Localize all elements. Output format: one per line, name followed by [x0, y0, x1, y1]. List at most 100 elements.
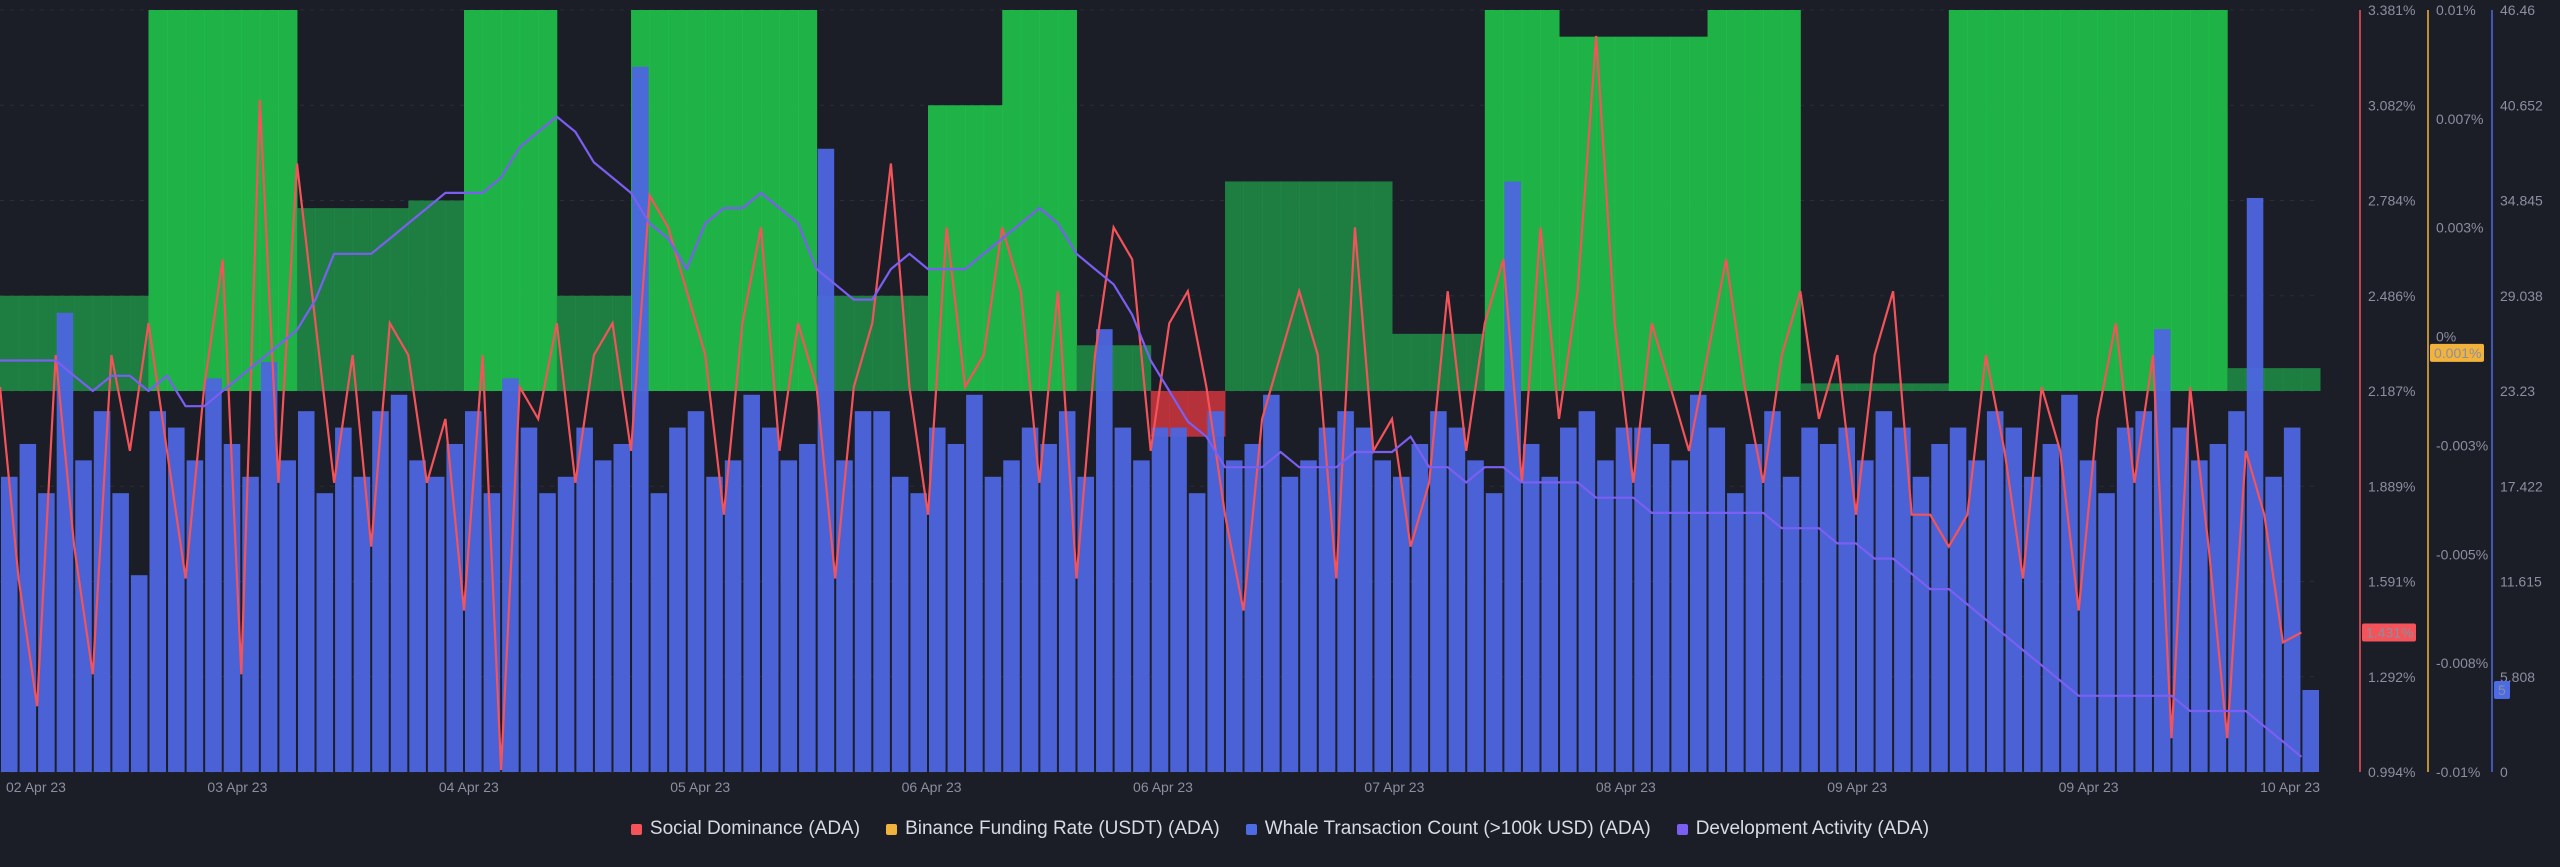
whale-count-bar [279, 460, 296, 772]
whale-count-bar [873, 411, 890, 772]
x-tick-label: 09 Apr 23 [2059, 779, 2119, 795]
funding-rate-bar [2227, 368, 2247, 391]
funding-rate-bar [1688, 36, 1709, 392]
tick-label-social-dominance: 2.784% [2368, 193, 2415, 209]
whale-count-bar [1875, 411, 1893, 772]
legend-swatch [886, 823, 898, 835]
legend-item[interactable]: Whale Transaction Count (>100k USD) (ADA… [1245, 818, 1651, 840]
funding-rate-bar [575, 295, 595, 391]
funding-rate-bar [1893, 383, 1913, 391]
tick-label-whale-count: 5.808 [2500, 669, 2535, 685]
whale-count-bar [372, 411, 389, 772]
whale-count-bar [186, 460, 204, 772]
whale-count-bar [1170, 427, 1187, 772]
funding-rate-bar [371, 208, 391, 391]
whale-count-bar [984, 476, 1002, 772]
development-activity-line [0, 115, 2303, 758]
whale-count-bar [1801, 427, 1818, 772]
legend-item[interactable]: Development Activity (ADA) [1676, 818, 1929, 840]
whale-count-bar [799, 443, 816, 772]
funding-rate-bar [2023, 10, 2043, 391]
whale-count-bar [1838, 427, 1855, 772]
whale-count-bar [1058, 411, 1076, 772]
funding-rate-bar [1392, 333, 1412, 391]
funding-rate-bar [1317, 181, 1337, 391]
funding-rate-bar [1336, 181, 1356, 391]
current-value-badge-sd [2362, 623, 2416, 642]
funding-rate-bar [2060, 10, 2080, 391]
funding-rate-bar [909, 295, 929, 391]
funding-rate-bar [668, 10, 688, 391]
funding-rate-bar [204, 10, 224, 391]
whale-count-bar [93, 411, 111, 772]
whale-count-bar [1003, 460, 1020, 772]
whale-count-bar [335, 427, 352, 772]
whale-count-bar [1263, 394, 1280, 772]
funding-rate-bar [1020, 10, 1040, 391]
x-tick-label: 09 Apr 23 [1827, 779, 1887, 795]
whale-count-bar [2005, 427, 2023, 772]
whale-count-bar [1207, 411, 1224, 772]
whale-count-bar [1912, 476, 1930, 772]
funding-rate-bar [315, 208, 335, 391]
funding-rate-bar [1670, 36, 1690, 392]
whale-count-bar [1782, 476, 1800, 772]
funding-rate-bar [167, 10, 187, 391]
x-tick-label: 02 Apr 23 [6, 779, 66, 795]
whale-count-bar [966, 394, 983, 772]
x-tick-label: 10 Apr 23 [2260, 779, 2320, 795]
whale-count-bar [149, 411, 167, 772]
whale-count-bar [1, 476, 18, 772]
whale-count-bar [1578, 411, 1596, 772]
whale-count-bar [112, 493, 129, 772]
whale-count-bar [1727, 493, 1744, 772]
funding-rate-bar [426, 200, 446, 391]
funding-rate-bar [92, 295, 112, 391]
whale-count-bar [1764, 411, 1781, 772]
whale-count-bar [1522, 443, 1540, 772]
funding-rate-bar [1763, 10, 1783, 391]
tick-label-funding-rate: -0.003% [2436, 437, 2488, 453]
whale-count-bar [19, 443, 37, 772]
funding-rate-bar [1299, 181, 1319, 391]
funding-rate-bar [928, 105, 948, 391]
legend-label: Social Dominance (ADA) [649, 818, 861, 839]
whale-count-bar [1467, 460, 1484, 772]
whale-count-bar [1281, 476, 1299, 772]
x-tick-label: 06 Apr 23 [1133, 779, 1193, 795]
funding-rate-bar [464, 10, 484, 391]
legend-item[interactable]: Binance Funding Rate (USDT) (ADA) [886, 818, 1220, 840]
funding-rate-bar [519, 10, 539, 391]
funding-rate-bar [1354, 181, 1374, 391]
funding-rate-bar [1002, 10, 1022, 391]
current-value-badge-wc [2494, 680, 2510, 699]
whale-count-bar [465, 411, 482, 772]
funding-rate-bar [18, 295, 38, 391]
whale-count-bar [817, 148, 835, 772]
whale-count-bar [520, 427, 538, 772]
whale-count-bar [316, 493, 334, 772]
legend-label: Whale Transaction Count (>100k USD) (ADA… [1264, 818, 1651, 839]
funding-rate-bar [241, 10, 261, 391]
funding-rate-bar [1280, 181, 1300, 391]
funding-rate-bar [1521, 10, 1541, 391]
whale-count-bar [2042, 443, 2060, 772]
legend-item[interactable]: Social Dominance (ADA) [630, 818, 861, 840]
funding-rate-bar [37, 295, 57, 391]
whale-count-bar [557, 476, 575, 772]
whale-count-bar [743, 394, 760, 772]
whale-count-bar [1151, 427, 1169, 772]
funding-rate-bar [1243, 181, 1263, 391]
whale-count-bar [780, 460, 798, 772]
tick-label-social-dominance: 2.187% [2368, 383, 2415, 399]
whale-count-bar [576, 427, 593, 772]
tick-label-whale-count: 46.46 [2500, 2, 2535, 18]
funding-rate-bar [1076, 345, 1096, 391]
whale-count-bar [929, 427, 946, 772]
tick-label-funding-rate: 0% [2436, 329, 2456, 345]
legend-swatch [1676, 823, 1688, 835]
funding-rate-bar [2190, 10, 2210, 391]
whale-count-bar [1448, 427, 1466, 772]
tick-label-funding-rate: 0.01% [2436, 2, 2476, 18]
